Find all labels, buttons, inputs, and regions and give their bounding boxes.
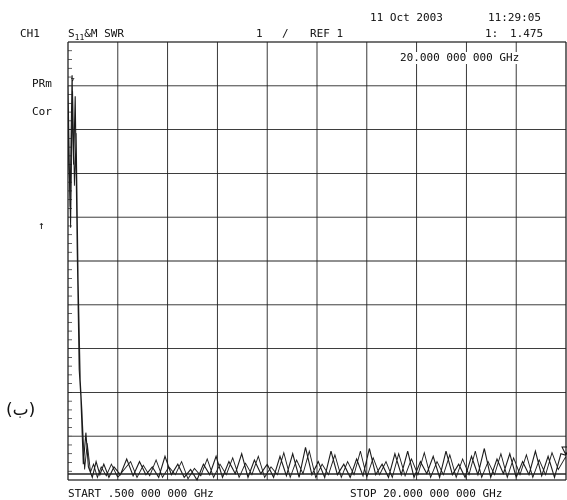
trace-start-marker: ▿	[70, 75, 75, 85]
marker-point	[561, 446, 567, 457]
series-line-2	[67, 91, 567, 480]
start-frequency-label: START .500 000 000 GHz	[68, 487, 214, 500]
grid	[67, 41, 567, 481]
panel-caption: (ب)	[6, 400, 36, 420]
scale-label: 1	[256, 27, 263, 40]
marker-index-label: 1:	[485, 27, 499, 40]
stop-frequency-label: STOP 20.000 000 000 GHz	[350, 487, 503, 500]
parameter-main: S	[68, 27, 75, 40]
marker-frequency-label: 20.000 000 000 GHz	[398, 51, 522, 64]
cor-label: Cor	[32, 105, 52, 118]
reference-position-icon: ↑	[38, 219, 45, 232]
marker-value-label: 1.475	[510, 27, 544, 40]
scale-divider: /	[282, 27, 289, 40]
parameter-format: &M SWR	[84, 27, 125, 40]
traces	[67, 75, 567, 482]
series-line-1	[67, 75, 567, 482]
date-label: 11 Oct 2003	[370, 11, 443, 24]
channel-label: CH1	[20, 27, 40, 40]
reference-label: REF 1	[310, 27, 344, 40]
time-label: 11:29:05	[488, 11, 541, 24]
parameter-subscript: 11	[74, 33, 85, 42]
parameter-label: S11&M SWR	[68, 28, 124, 44]
marker-layer: ▿	[70, 75, 567, 457]
prm-label: PRm	[32, 77, 52, 90]
